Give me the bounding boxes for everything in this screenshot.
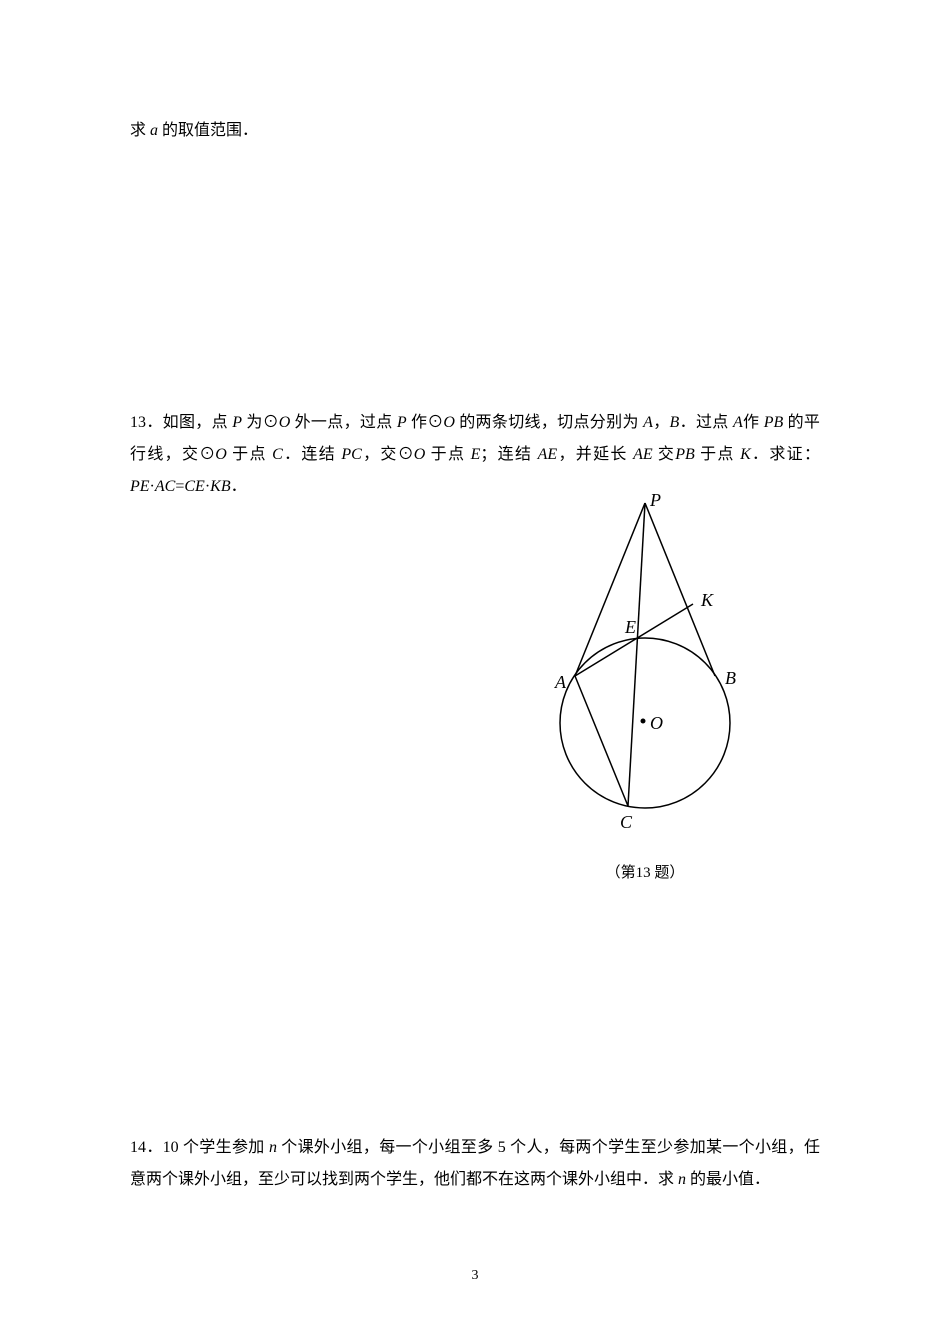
p13-var-P2: P [397, 414, 407, 431]
p13-t1: 如图，点 [163, 414, 233, 431]
p13-l2-t1: 作 [743, 414, 764, 431]
p14-var-n2: n [678, 1171, 686, 1188]
p13-l3-t2: ．求证： [751, 446, 820, 463]
p13-t6: ， [653, 414, 670, 431]
p13-l2-t3: 于点 [227, 446, 272, 463]
top-text-2: 的取值范围． [158, 122, 258, 139]
svg-text:E: E [624, 617, 636, 637]
p14-var-n1: n [269, 1139, 277, 1156]
p13-t7: ．过点 [679, 414, 733, 431]
p13-var-O2: O [443, 414, 455, 431]
p13-l3-eq: = [175, 478, 184, 495]
p13-var-O3: O [215, 446, 227, 463]
p13-var-A2: A [733, 414, 743, 431]
p13-var-KB: KB [210, 478, 230, 495]
p13-var-C1: C [272, 446, 283, 463]
p13-var-O1: O [279, 414, 291, 431]
p14-t1: 10 个学生参加 [163, 1139, 269, 1156]
page-number: 3 [0, 1268, 950, 1284]
spacer-2 [130, 882, 820, 1132]
p13-l2-t8: ，并延长 [557, 446, 633, 463]
svg-text:C: C [620, 812, 633, 832]
p13-t3: 外一点，过点 [290, 414, 397, 431]
spacer-1 [130, 147, 820, 407]
p13-l3-var-PB: PB [675, 446, 695, 463]
p14-t2: 个课外小组，每一个小组至多 5 个人，每两个学生至少参加 [277, 1139, 706, 1156]
p13-t2: 为⊙ [242, 414, 279, 431]
p13-var-PE: PE [130, 478, 150, 495]
top-line: 求 a 的取值范围． [130, 115, 820, 147]
p13-l2-t4: ．连结 [283, 446, 342, 463]
p13-var-CE: CE [184, 478, 204, 495]
p13-var-K1: K [740, 446, 751, 463]
figure-container: P K E A B O C （第13 题） [130, 488, 820, 882]
p13-l2-t7: ；连结 [480, 446, 537, 463]
p13-l2-t5: ，交⊙ [362, 446, 414, 463]
p13-var-O4: O [414, 446, 426, 463]
p13-l3-t1: 于点 [695, 446, 740, 463]
p13-var-PC1: PC [341, 446, 361, 463]
p13-var-AE2: AE [633, 446, 653, 463]
p13-var-A1: A [643, 414, 653, 431]
p13-l3-t3: ． [231, 478, 247, 495]
figure-caption: （第13 题） [530, 861, 760, 882]
p13-var-PB1: PB [764, 414, 784, 431]
p13-var-AC: AC [155, 478, 175, 495]
p14-l3-t2: 的最小值． [686, 1171, 770, 1188]
top-text-1: 求 [130, 122, 150, 139]
p13-t5: 的两条切线，切点分别为 [455, 414, 643, 431]
p13-t4: 作⊙ [407, 414, 444, 431]
svg-text:A: A [554, 672, 567, 692]
geometry-figure: P K E A B O C [530, 488, 760, 848]
figure-wrapper: P K E A B O C （第13 题） [530, 488, 760, 882]
svg-text:P: P [649, 490, 661, 510]
p13-var-AE1: AE [538, 446, 558, 463]
p13-l2-t9: 交 [653, 446, 676, 463]
p13-var-P1: P [232, 414, 242, 431]
p13-number: 13． [130, 414, 163, 431]
svg-text:O: O [650, 713, 663, 733]
svg-text:K: K [700, 590, 714, 610]
p14-l3-t1: 外小组中．求 [578, 1171, 678, 1188]
p13-l2-t6: 于点 [425, 446, 470, 463]
p13-var-B1: B [670, 414, 680, 431]
problem-14: 14．10 个学生参加 n 个课外小组，每一个小组至多 5 个人，每两个学生至少… [130, 1132, 820, 1196]
var-a: a [150, 122, 158, 139]
svg-text:B: B [725, 668, 736, 688]
p13-var-E1: E [471, 446, 481, 463]
p14-number: 14． [130, 1139, 163, 1156]
